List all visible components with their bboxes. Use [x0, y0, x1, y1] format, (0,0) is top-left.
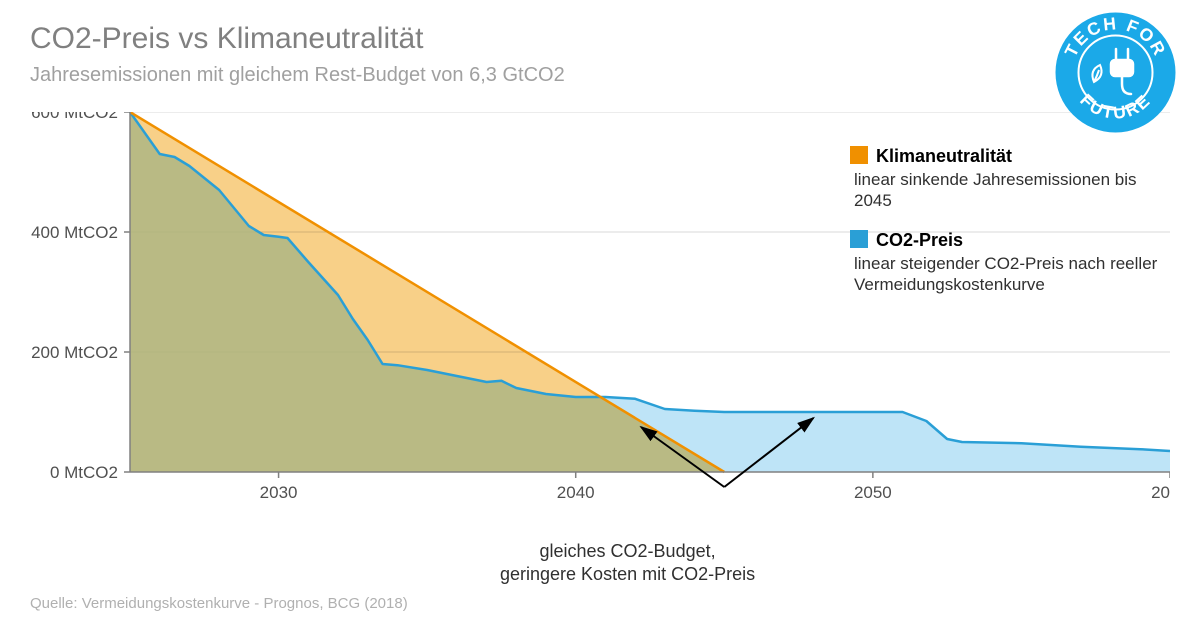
svg-text:600 MtCO2: 600 MtCO2 [31, 112, 118, 122]
svg-text:400 MtCO2: 400 MtCO2 [31, 223, 118, 242]
svg-text:2050: 2050 [854, 483, 892, 502]
chart-title: CO2-Preis vs Klimaneutralität [30, 22, 423, 56]
svg-text:2040: 2040 [557, 483, 595, 502]
annotation-line2: geringere Kosten mit CO2-Preis [500, 564, 755, 584]
svg-text:2030: 2030 [260, 483, 298, 502]
source-text: Quelle: Vermeidungskostenkurve - Prognos… [30, 595, 408, 612]
chart-svg: 0 MtCO2 200 MtCO2 400 MtCO2 600 MtCO2 2030 20… [30, 112, 1170, 542]
brand-logo: TECH FOR FUTURE [1053, 10, 1178, 135]
svg-text:2060: 2060 [1151, 483, 1170, 502]
logo-svg: TECH FOR FUTURE [1053, 10, 1178, 135]
svg-text:200 MtCO2: 200 MtCO2 [31, 343, 118, 362]
annotation-label: gleiches CO2-Budget, geringere Kosten mi… [500, 540, 755, 587]
page-root: CO2-Preis vs Klimaneutralität Jahresemis… [0, 0, 1200, 630]
chart-subtitle: Jahresemissionen mit gleichem Rest-Budge… [30, 64, 565, 87]
annotation-line1: gleiches CO2-Budget, [540, 541, 716, 561]
chart-area: 0 MtCO2 200 MtCO2 400 MtCO2 600 MtCO2 2030 20… [30, 112, 1170, 542]
svg-text:0 MtCO2: 0 MtCO2 [50, 463, 118, 482]
